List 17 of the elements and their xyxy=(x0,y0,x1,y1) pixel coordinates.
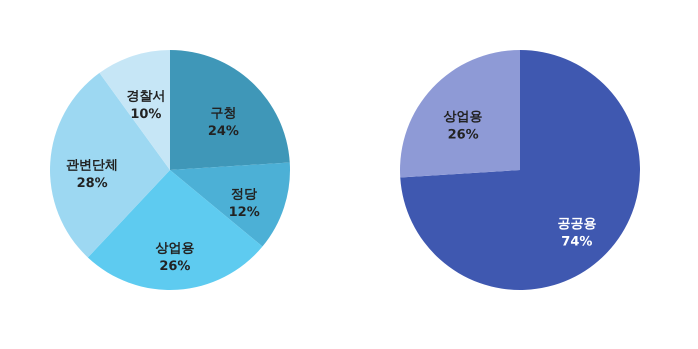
pie-slice xyxy=(170,50,290,170)
data-label: 26% xyxy=(159,258,190,274)
data-label: 12% xyxy=(228,205,260,220)
data-label: 74% xyxy=(561,234,592,250)
slice-label: 정당 xyxy=(231,187,258,202)
slice-label: 구청 xyxy=(210,106,236,122)
data-label: 24% xyxy=(208,124,239,140)
slice-label: 상업용 xyxy=(155,240,194,256)
slice-label: 관변단체 xyxy=(66,158,118,174)
pie-slice xyxy=(400,50,520,178)
data-label: 10% xyxy=(130,106,162,122)
slice-label: 상업용 xyxy=(444,110,483,125)
pie-slice xyxy=(400,50,640,290)
slice-label: 경찰서 xyxy=(126,88,166,104)
data-label: 28% xyxy=(76,176,108,192)
slice-label: 공공용 xyxy=(557,216,596,232)
data-label: 26% xyxy=(448,128,479,143)
